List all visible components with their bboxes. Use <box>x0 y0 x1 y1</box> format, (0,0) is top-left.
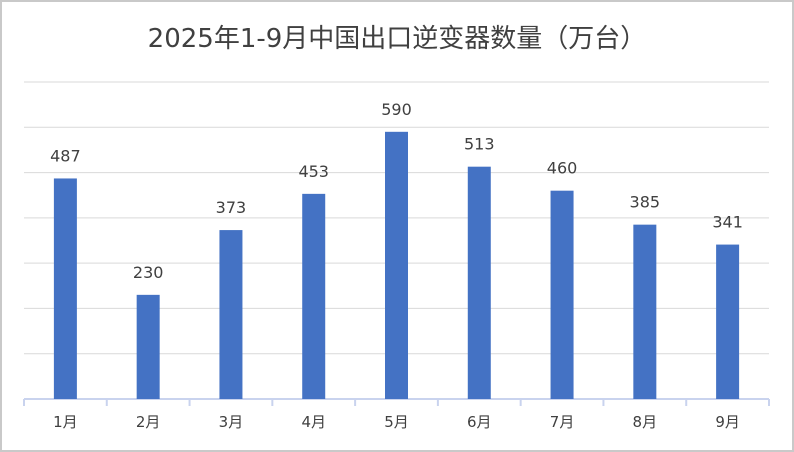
bar <box>550 190 574 399</box>
x-tick-label: 6月 <box>467 413 492 431</box>
x-tick-label: 4月 <box>301 413 326 431</box>
data-label: 460 <box>547 159 578 178</box>
x-tick-label: 3月 <box>219 413 244 431</box>
bar <box>302 193 326 399</box>
data-label: 385 <box>630 193 661 212</box>
data-label: 373 <box>216 198 247 217</box>
x-tick-label: 2月 <box>136 413 161 431</box>
data-label: 590 <box>381 100 412 119</box>
x-tick-label: 1月 <box>53 413 78 431</box>
chart-title: 2025年1-9月中国出口逆变器数量（万台） <box>147 24 647 54</box>
bar <box>385 131 408 400</box>
x-tick-label: 8月 <box>633 413 658 431</box>
bar <box>53 178 77 399</box>
bar <box>136 294 160 399</box>
bar <box>633 224 657 399</box>
bar <box>467 166 491 399</box>
data-label: 341 <box>712 213 743 232</box>
x-tick-label: 9月 <box>715 413 740 431</box>
data-label: 230 <box>133 263 164 282</box>
x-tick-label: 7月 <box>550 413 575 431</box>
bar <box>716 244 740 399</box>
x-tick-label: 5月 <box>384 413 409 431</box>
data-label: 487 <box>50 146 81 165</box>
data-label: 513 <box>464 135 495 154</box>
bar <box>219 230 243 399</box>
data-label: 453 <box>298 162 329 181</box>
